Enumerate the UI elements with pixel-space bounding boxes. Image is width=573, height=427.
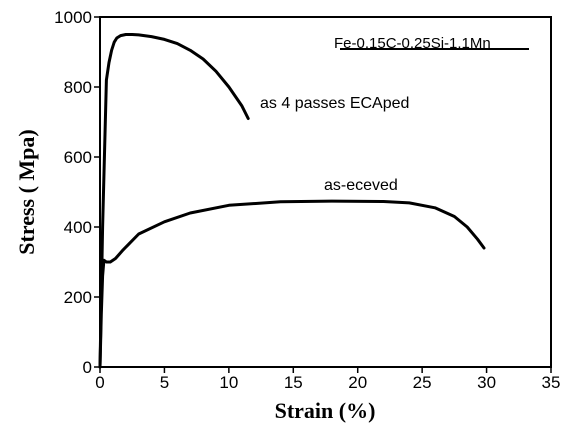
series-label-2: as-eceved [324, 177, 398, 194]
axis-tick-labels: 0 5 10 15 20 25 30 35 0 200 400 600 800 1000 [54, 8, 560, 392]
x-tick-label: 10 [219, 373, 238, 392]
series-label-1: as 4 passes ECAped [260, 95, 409, 112]
y-tick-label: 600 [64, 148, 92, 167]
x-tick-label: 15 [284, 373, 303, 392]
x-tick-label: 35 [542, 373, 561, 392]
y-tick-label: 200 [64, 288, 92, 307]
series-line-1 [98, 33, 250, 369]
y-tick-label: 400 [64, 218, 92, 237]
x-tick-label: 30 [477, 373, 496, 392]
x-axis-title: Strain (%) [275, 398, 376, 423]
x-tick-label: 20 [348, 373, 367, 392]
x-tick-label: 5 [160, 373, 169, 392]
x-tick-label: 0 [95, 373, 104, 392]
series-layer [98, 33, 486, 369]
plot-frame [99, 16, 552, 368]
x-tick-label: 25 [413, 373, 432, 392]
legend-text: Fe-0.15C-0.25Si-1.1Mn [334, 35, 491, 52]
y-tick-label: 1000 [54, 8, 92, 27]
y-tick-label: 0 [83, 358, 92, 377]
y-tick-label: 800 [64, 78, 92, 97]
axis-ticks [94, 16, 552, 373]
y-axis-title: Stress ( Mpa) [14, 129, 39, 254]
series-labels: as 4 passes ECAped as-eceved [260, 95, 409, 194]
series-line-2 [98, 199, 486, 369]
